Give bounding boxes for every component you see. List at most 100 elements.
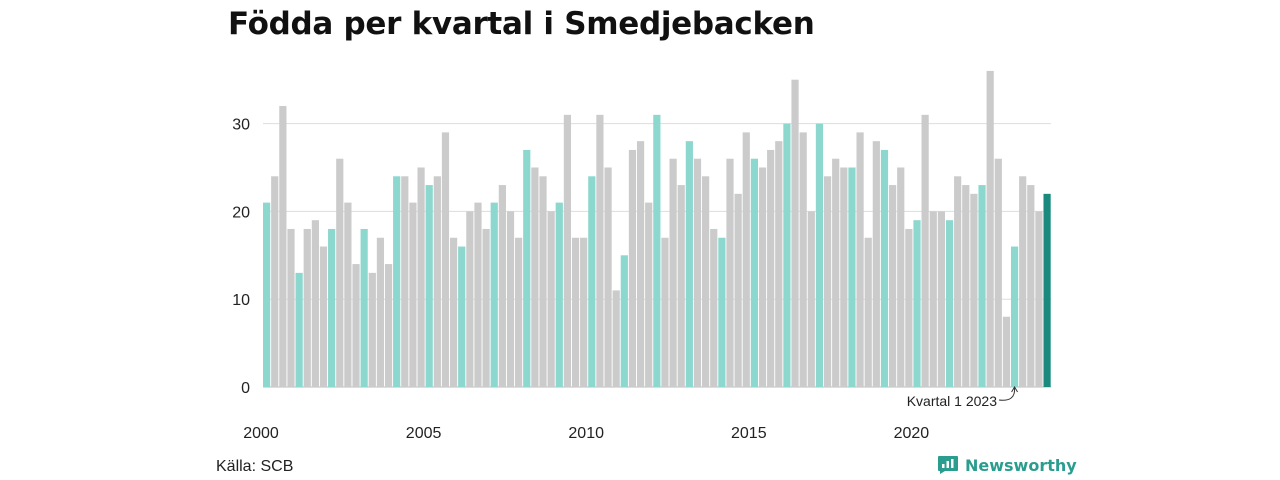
bar bbox=[628, 149, 637, 387]
bar bbox=[970, 193, 978, 387]
bar bbox=[791, 79, 799, 387]
y-tick-label: 30 bbox=[232, 117, 250, 134]
bar bbox=[449, 237, 458, 387]
bar bbox=[352, 264, 360, 387]
bar bbox=[872, 141, 880, 387]
source-label: Källa: SCB bbox=[216, 458, 294, 475]
bar bbox=[815, 123, 824, 387]
bar bbox=[506, 211, 515, 387]
bar bbox=[539, 176, 547, 387]
bar bbox=[271, 176, 279, 387]
bar bbox=[758, 167, 767, 387]
x-axis-ticks: 2000 2005 2010 2015 2020 bbox=[243, 425, 929, 442]
bar bbox=[807, 211, 815, 387]
bar bbox=[425, 185, 433, 387]
bar bbox=[368, 272, 376, 387]
bar bbox=[742, 132, 750, 387]
bar bbox=[1002, 316, 1011, 387]
bar bbox=[474, 202, 482, 387]
bar bbox=[710, 228, 718, 387]
annotation-label: Kvartal 1 2023 bbox=[907, 393, 997, 409]
bar-chart: 0 10 20 30 2000 2005 2010 2015 2020 Kvartal 1 2… bbox=[232, 70, 1051, 442]
x-tick-label: 2005 bbox=[406, 425, 442, 442]
bar bbox=[937, 211, 945, 387]
bar bbox=[596, 114, 604, 387]
bar bbox=[490, 202, 498, 387]
bar bbox=[750, 158, 758, 387]
x-tick-label: 2020 bbox=[894, 425, 930, 442]
bar bbox=[783, 123, 791, 387]
bar bbox=[897, 167, 905, 387]
bar bbox=[799, 132, 807, 387]
bar bbox=[775, 141, 783, 387]
bar bbox=[580, 237, 588, 387]
bar bbox=[360, 228, 368, 387]
bar bbox=[279, 106, 287, 387]
y-tick-label: 20 bbox=[232, 204, 250, 221]
brand-logo[interactable]: Newsworthy bbox=[937, 455, 1077, 475]
annotation-arrowhead bbox=[1011, 386, 1018, 393]
bar bbox=[734, 193, 742, 387]
bar bbox=[311, 220, 319, 387]
bar bbox=[336, 158, 344, 387]
bar bbox=[466, 211, 474, 387]
bar bbox=[669, 158, 677, 387]
bar bbox=[653, 114, 661, 387]
bar bbox=[344, 202, 352, 387]
bar bbox=[913, 220, 921, 387]
bar bbox=[409, 202, 417, 387]
bar bbox=[726, 158, 734, 387]
chart-title: Födda per kvartal i Smedjebacken bbox=[228, 6, 815, 42]
bar bbox=[441, 132, 450, 387]
annotation-arrow bbox=[998, 387, 1016, 401]
bar bbox=[986, 70, 994, 388]
bar bbox=[303, 228, 311, 387]
bar bbox=[604, 167, 612, 387]
bar bbox=[1043, 193, 1051, 387]
bar bbox=[555, 202, 563, 387]
bar bbox=[612, 290, 620, 387]
bar bbox=[823, 176, 832, 387]
bar bbox=[376, 237, 385, 387]
bar bbox=[929, 211, 937, 387]
bars bbox=[263, 70, 1051, 388]
x-tick-label: 2000 bbox=[243, 425, 279, 442]
bar bbox=[1010, 246, 1019, 387]
bar bbox=[905, 228, 913, 387]
bar bbox=[319, 246, 328, 387]
bar bbox=[945, 220, 954, 387]
bar bbox=[856, 132, 864, 387]
bar bbox=[328, 228, 336, 387]
bar bbox=[547, 211, 555, 387]
bar bbox=[458, 246, 466, 387]
bar bbox=[718, 237, 726, 387]
y-axis-ticks: 0 10 20 30 bbox=[232, 117, 250, 397]
bar bbox=[1035, 211, 1043, 387]
bar bbox=[401, 176, 409, 387]
bar bbox=[287, 228, 295, 387]
bar bbox=[1019, 176, 1027, 387]
annotation: Kvartal 1 2023 bbox=[907, 386, 1018, 409]
bar bbox=[880, 149, 889, 387]
bar bbox=[954, 176, 962, 387]
bar bbox=[384, 264, 393, 387]
bar bbox=[693, 158, 702, 387]
bar bbox=[767, 149, 775, 387]
bar bbox=[685, 141, 693, 387]
y-tick-label: 0 bbox=[241, 380, 250, 397]
bar bbox=[702, 176, 710, 387]
bar bbox=[921, 114, 929, 387]
bar bbox=[832, 158, 840, 387]
bar bbox=[994, 158, 1002, 387]
bar bbox=[1027, 185, 1035, 387]
bar bbox=[840, 167, 848, 387]
bar bbox=[588, 176, 596, 387]
bar bbox=[978, 185, 986, 387]
bar bbox=[263, 202, 271, 387]
bar bbox=[620, 255, 628, 387]
bar bbox=[864, 237, 872, 387]
bar bbox=[433, 176, 441, 387]
bar bbox=[645, 202, 653, 387]
bar bbox=[889, 185, 897, 387]
x-tick-label: 2010 bbox=[568, 425, 604, 442]
